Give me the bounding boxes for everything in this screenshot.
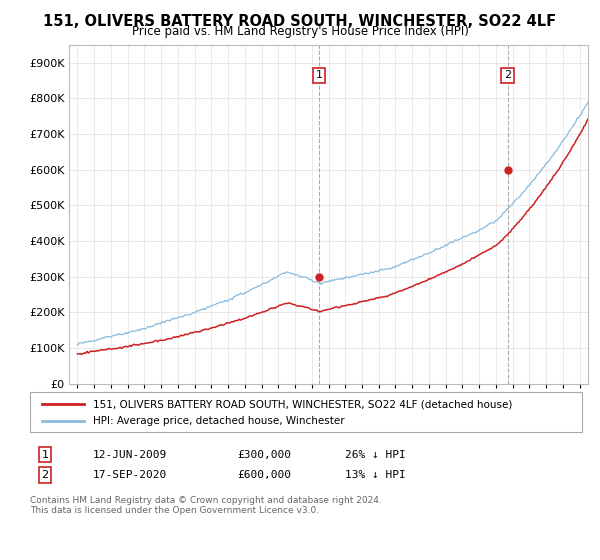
Text: £600,000: £600,000 [237,470,291,480]
Text: 12-JUN-2009: 12-JUN-2009 [93,450,167,460]
Text: Price paid vs. HM Land Registry's House Price Index (HPI): Price paid vs. HM Land Registry's House … [131,25,469,38]
Text: 1: 1 [41,450,49,460]
Text: HPI: Average price, detached house, Winchester: HPI: Average price, detached house, Winc… [93,416,344,426]
Text: 2: 2 [41,470,49,480]
Text: 2: 2 [504,71,511,80]
Text: 13% ↓ HPI: 13% ↓ HPI [345,470,406,480]
Text: 151, OLIVERS BATTERY ROAD SOUTH, WINCHESTER, SO22 4LF (detached house): 151, OLIVERS BATTERY ROAD SOUTH, WINCHES… [93,399,512,409]
Text: 26% ↓ HPI: 26% ↓ HPI [345,450,406,460]
Text: 151, OLIVERS BATTERY ROAD SOUTH, WINCHESTER, SO22 4LF: 151, OLIVERS BATTERY ROAD SOUTH, WINCHES… [43,14,557,29]
Text: 1: 1 [316,71,323,80]
Text: 17-SEP-2020: 17-SEP-2020 [93,470,167,480]
Text: Contains HM Land Registry data © Crown copyright and database right 2024.
This d: Contains HM Land Registry data © Crown c… [30,496,382,515]
Text: £300,000: £300,000 [237,450,291,460]
